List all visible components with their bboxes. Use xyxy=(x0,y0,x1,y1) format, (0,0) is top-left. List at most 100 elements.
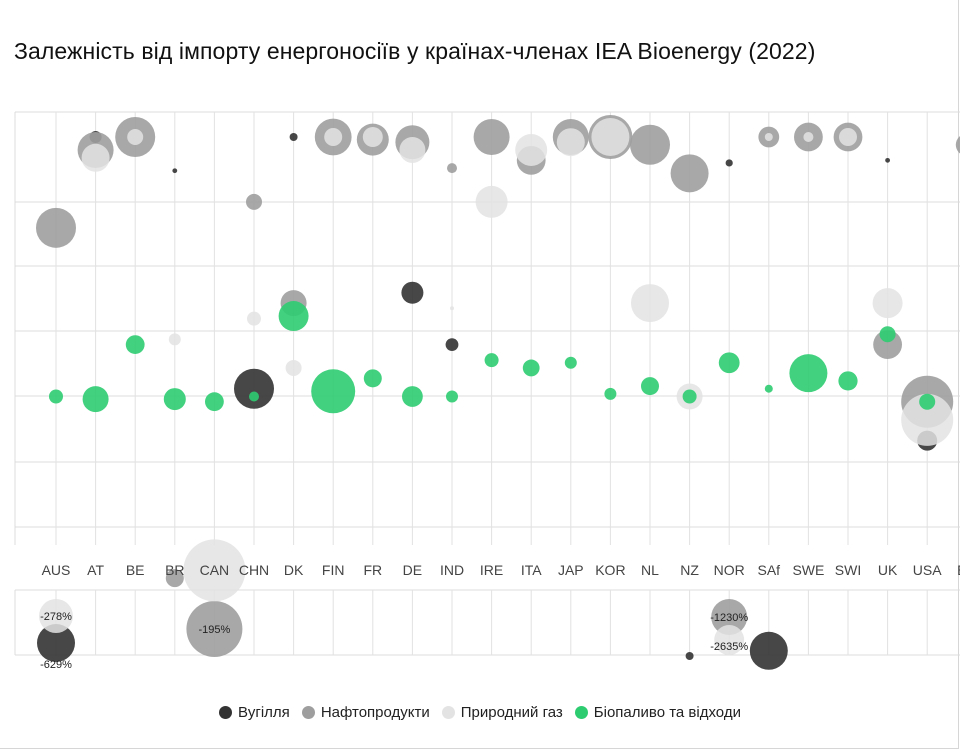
bubble-2-UK xyxy=(872,288,903,319)
tick-label-BE: BE xyxy=(126,562,145,578)
bubble-3-UK xyxy=(879,326,896,343)
bubble-3-SWI xyxy=(838,371,858,391)
tick-label-ITA: ITA xyxy=(521,562,542,578)
bubble-2-DK xyxy=(285,359,302,376)
bubble-2-ITA xyxy=(515,133,548,166)
bubble-0-SAf xyxy=(749,631,788,670)
bubble-2-CHN xyxy=(247,311,261,326)
legend-swatch-2 xyxy=(441,706,455,719)
bubble-3-BE xyxy=(125,335,145,354)
tick-label-FIN: FIN xyxy=(322,562,345,578)
bubble-0-CHN xyxy=(234,368,274,409)
legend-swatch-3 xyxy=(574,706,588,719)
bubble-3-DE xyxy=(402,386,423,407)
legend-label-2: Природний газ xyxy=(460,704,563,721)
bubble-3-NL xyxy=(641,377,659,396)
bubble-2-BR xyxy=(168,333,181,346)
bubble-3-SWE xyxy=(789,354,828,393)
tick-label-USA: USA xyxy=(913,562,942,578)
bubble-0-DK xyxy=(289,133,298,141)
tick-label-NOR: NOR xyxy=(714,562,745,578)
bubble-2-FR xyxy=(362,127,383,147)
bubble-3-NOR xyxy=(718,352,740,374)
bubble-3-CHN xyxy=(249,391,259,402)
bubble-2-BE xyxy=(127,129,144,145)
tick-label-AT: AT xyxy=(87,562,104,578)
bubble-2-KOR xyxy=(591,118,630,156)
tick-label-SWI: SWI xyxy=(835,562,861,578)
legend: Вугілля Нафтопродукти Природний газ Біопали… xyxy=(0,704,960,723)
legend-item-1: Нафтопродукти xyxy=(301,704,430,721)
bubble-2-USA xyxy=(901,393,954,446)
legend-label-0: Вугілля xyxy=(238,704,290,721)
tick-label-IRE: IRE xyxy=(480,562,503,578)
tick-label-NL: NL xyxy=(641,562,659,578)
bubble-1-NL xyxy=(630,124,670,165)
legend-label-3: Біопаливо та відходи xyxy=(593,704,741,721)
bubble-3-AT xyxy=(82,386,109,413)
bubble-2-SWE xyxy=(803,132,814,142)
bubble-0-AUS xyxy=(37,624,75,662)
bubble-1-NZ xyxy=(670,154,709,193)
bubble-1-IRE xyxy=(473,119,510,155)
bubble-3-SAf xyxy=(764,384,773,393)
legend-swatch-1 xyxy=(301,706,315,719)
legend-item-3: Біопаливо та відходи xyxy=(574,704,741,721)
bubble-2-AUS xyxy=(39,599,73,633)
bubble-0-NZ xyxy=(685,652,694,660)
bubble-2-IND xyxy=(450,306,454,311)
bubble-3-DK xyxy=(278,301,309,332)
bubble-2-IRE xyxy=(475,185,508,218)
bubble-3-IND xyxy=(446,390,458,403)
bubble-2-FIN xyxy=(324,128,343,146)
legend-swatch-0 xyxy=(219,706,233,719)
bubble-1-BR xyxy=(165,569,184,588)
tick-label-CHN: CHN xyxy=(239,562,269,578)
labels: AUS AT BE BR CAN CHN DK FIN FR DE IND IRE ITA JAP KOR N… xyxy=(40,562,960,671)
data-label-CAN-1: -195% xyxy=(199,624,231,636)
bubble-2-NOR xyxy=(714,625,745,655)
tick-label-BR: BR xyxy=(165,562,184,578)
tick-label-CAN: CAN xyxy=(200,562,230,578)
bubble-1-CAN xyxy=(186,601,243,657)
bubble-2-SAf xyxy=(764,133,773,141)
bubble-3-ITA xyxy=(522,359,540,377)
bubble-1-IND xyxy=(447,163,457,174)
bubble-3-FIN xyxy=(311,369,356,414)
tick-label-EU: EU xyxy=(957,562,960,578)
bubble-0-NOR xyxy=(725,159,733,167)
data-label-NOR-2: -2635% xyxy=(710,641,748,653)
legend-item-2: Природний газ xyxy=(441,704,563,721)
bubble-1-NOR xyxy=(711,599,748,635)
tick-label-DE: DE xyxy=(403,562,422,578)
bubble-2-NL xyxy=(631,284,669,323)
tick-label-FR: FR xyxy=(363,562,382,578)
bubble-0-IND xyxy=(445,338,459,351)
bubble-0-BR xyxy=(172,168,178,174)
tick-label-NZ: NZ xyxy=(680,562,699,578)
tick-label-SAf: SAf xyxy=(758,562,781,578)
data-label-AUS-2: -278% xyxy=(40,611,72,623)
tick-label-AUS: AUS xyxy=(42,562,71,578)
bubble-3-NZ xyxy=(682,389,697,404)
bubble-2-DE xyxy=(399,136,426,163)
chart-title: Залежність від імпорту енергоносіїв у кр… xyxy=(14,38,816,64)
bubble-1-CHN xyxy=(246,193,262,210)
bubble-3-USA xyxy=(919,393,936,410)
bubble-0-UK xyxy=(885,157,890,163)
tick-label-KOR: KOR xyxy=(595,562,625,578)
bubble-2-JAP xyxy=(556,128,585,157)
bubble-1-EU xyxy=(955,136,960,154)
bubble-2-CAN xyxy=(183,539,246,602)
tick-label-DK: DK xyxy=(284,562,304,578)
bubble-3-AUS xyxy=(49,389,63,404)
tick-label-SWE: SWE xyxy=(792,562,824,578)
bubble-3-JAP xyxy=(564,356,577,369)
bubble-3-KOR xyxy=(604,387,617,400)
bubble-1-AUS xyxy=(36,207,76,248)
tick-label-IND: IND xyxy=(440,562,464,578)
bubble-3-FR xyxy=(363,369,382,388)
bubble-0-DE xyxy=(401,281,424,304)
bubble-3-CAN xyxy=(205,392,224,412)
